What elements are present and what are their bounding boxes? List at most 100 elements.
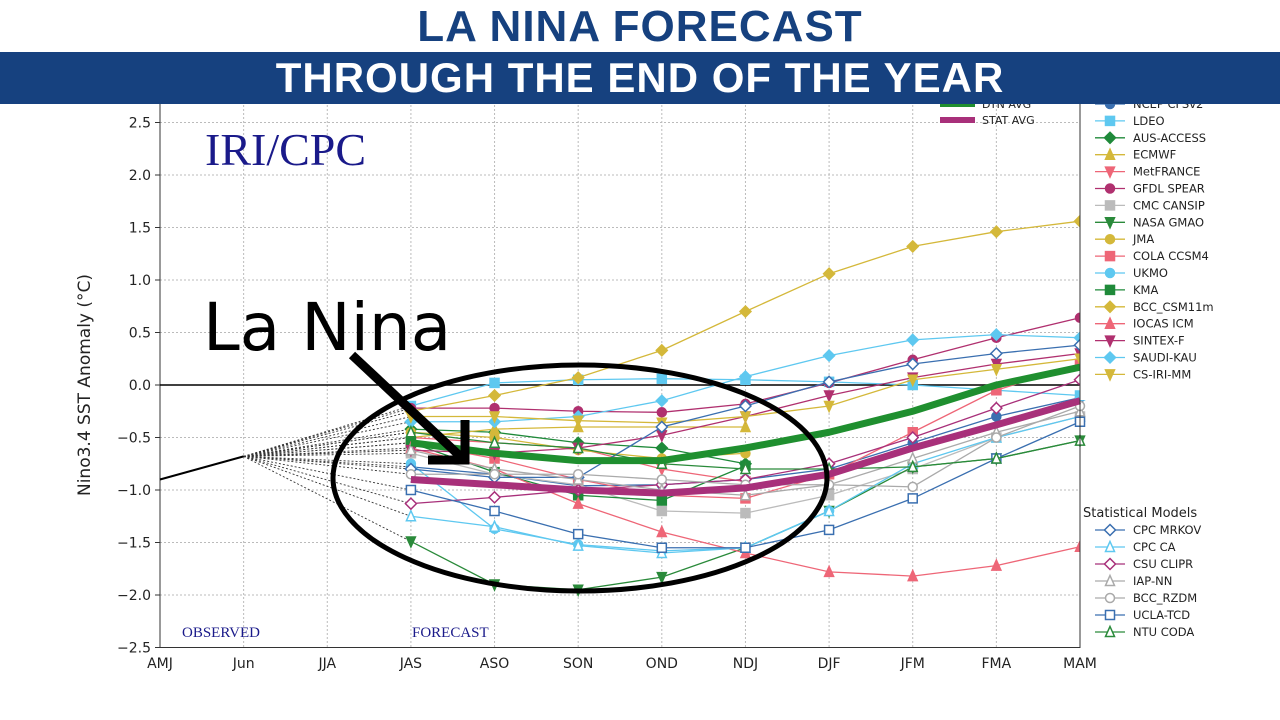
data-point: [991, 432, 1002, 443]
data-point: [1104, 369, 1116, 382]
observed-label: OBSERVED: [182, 625, 260, 641]
series-dyn-avg: [410, 363, 1081, 465]
forecast-start-connector: [243, 421, 412, 457]
axes: 2.5 2.0 1.5 1.0 0.5 0.0 −0.5 −1.0 −1.5 −2.0 −2.5AM…: [117, 99, 1097, 672]
data-point: [656, 407, 668, 418]
data-point: [655, 441, 669, 455]
data-point: [572, 528, 584, 540]
data-point: [1103, 523, 1117, 537]
x-tick-label: FMA: [982, 656, 1012, 672]
legend-label: CPC MRKOV: [1133, 523, 1201, 537]
data-point: [989, 225, 1003, 239]
data-point: [655, 420, 669, 434]
data-point: [1104, 217, 1116, 230]
plot-frame: [159, 99, 1081, 648]
x-tick-label: AMJ: [147, 656, 173, 672]
forecast-start-connector: [243, 455, 412, 517]
data-point: [405, 536, 417, 549]
forecast-label: FORECAST: [412, 625, 489, 641]
legend-label: NTU CODA: [1133, 625, 1194, 639]
y-tick-label: −2.0: [117, 588, 151, 604]
data-point: [740, 507, 751, 519]
data-point: [572, 469, 584, 480]
legend-label: BCC_CSM11m: [1133, 300, 1214, 314]
x-tick-label: OND: [646, 656, 678, 672]
data-point: [572, 496, 584, 509]
data-point: [990, 451, 1003, 464]
legend-label: STAT AVG: [982, 114, 1035, 127]
x-tick-label: MAM: [1063, 656, 1097, 672]
y-tick-label: −0.5: [117, 431, 151, 447]
legend-bg: [1080, 100, 1280, 400]
y-tick-label: 2.0: [129, 168, 151, 184]
data-point: [907, 493, 918, 504]
data-point: [1104, 609, 1116, 621]
legend-label: GFDL SPEAR: [1133, 182, 1205, 196]
data-point: [1104, 250, 1116, 262]
data-point: [738, 370, 753, 384]
data-point: [572, 415, 584, 429]
data-point: [823, 503, 835, 517]
data-point: [1104, 267, 1116, 279]
data-point: [740, 542, 751, 553]
data-point: [907, 568, 919, 582]
forecast-start-connector: [243, 455, 411, 491]
arrow: [348, 351, 470, 465]
y-tick-label: −2.5: [117, 641, 151, 657]
data-point: [655, 394, 669, 408]
data-point: [1104, 573, 1116, 587]
legend-label: ECMWF: [1133, 148, 1176, 162]
data-point: [990, 558, 1003, 571]
data-point: [1104, 233, 1116, 245]
la-nina-callout: La Nina: [203, 289, 451, 366]
data-point: [989, 346, 1003, 361]
header-subtitle: THROUGH THE END OF THE YEAR: [0, 52, 1280, 104]
data-point: [489, 469, 500, 480]
data-point: [656, 505, 668, 517]
data-point: [656, 542, 668, 553]
data-point: [906, 357, 920, 371]
data-point: [487, 388, 502, 403]
data-point: [1104, 115, 1116, 127]
data-point: [990, 364, 1003, 377]
y-tick-label: −1.0: [117, 483, 151, 499]
legend-label: SAUDI-KAU: [1133, 351, 1197, 365]
legend-label: LDEO: [1133, 114, 1165, 128]
source-label: IRI/CPC: [205, 124, 366, 175]
data-point: [487, 490, 502, 504]
data-point: [656, 495, 668, 506]
y-tick-label: 0.0: [129, 378, 151, 394]
data-point: [656, 524, 668, 538]
data-point: [656, 571, 668, 585]
data-point: [907, 459, 919, 473]
data-point: [1104, 284, 1116, 296]
data-point: [571, 371, 585, 385]
legend-label: IOCAS ICM: [1133, 317, 1194, 331]
data-point: [822, 349, 836, 363]
data-point: [656, 373, 668, 384]
x-tick-label: JJA: [317, 656, 336, 672]
data-point: [1104, 539, 1116, 553]
data-point: [488, 519, 501, 532]
legend-label: MetFRANCE: [1133, 165, 1200, 179]
forecast-start-connector: [243, 455, 411, 475]
data-point: [488, 411, 501, 424]
data-point: [489, 505, 500, 517]
legend-bg: [1080, 500, 1280, 645]
data-point: [823, 564, 835, 578]
data-point: [1104, 147, 1116, 160]
data-point: [1103, 557, 1117, 571]
y-tick-label: 2.5: [129, 116, 151, 132]
legend-label: IAP-NN: [1133, 574, 1172, 588]
legend-label: CS-IRI-MM: [1133, 367, 1191, 381]
data-point: [1103, 300, 1117, 314]
data-point: [488, 435, 501, 448]
data-point: [656, 474, 668, 485]
data-point: [404, 497, 418, 511]
data-point: [907, 481, 918, 493]
data-point: [823, 390, 835, 403]
series-layer: [159, 214, 1087, 598]
data-point: [739, 419, 752, 433]
